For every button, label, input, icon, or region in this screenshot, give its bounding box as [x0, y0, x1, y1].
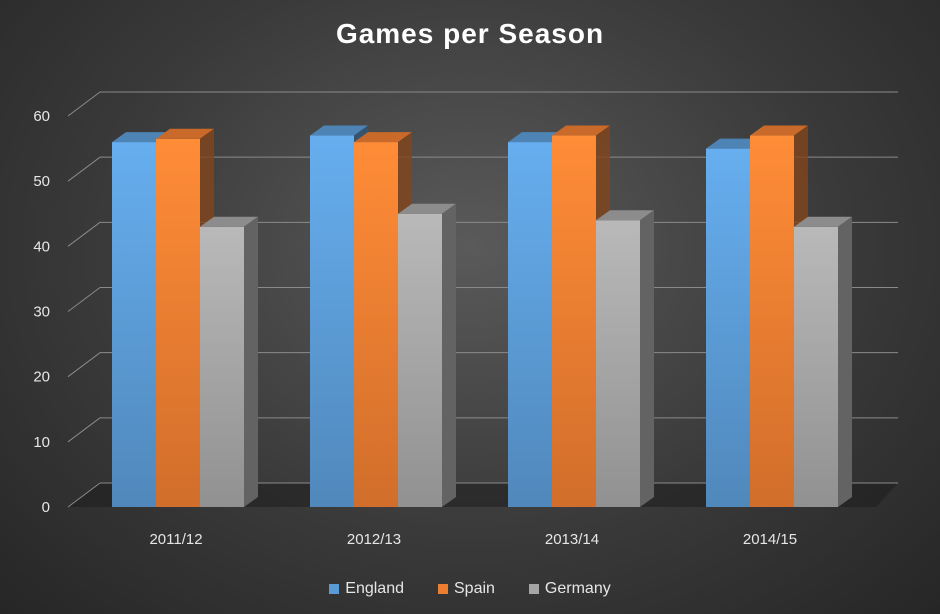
- x-tick-label: 2013/14: [545, 531, 599, 548]
- y-tick-label: 10: [33, 434, 50, 451]
- bar-top: [310, 125, 368, 136]
- bar-side: [640, 210, 654, 507]
- bar-top: [596, 210, 654, 221]
- gridline-side: [67, 91, 101, 117]
- gridline-side: [67, 156, 101, 182]
- legend-item-germany: Germany: [528, 580, 611, 598]
- bar-top: [706, 138, 764, 149]
- bar-top: [112, 132, 170, 143]
- legend-swatch: [438, 584, 448, 594]
- y-tick-label: 60: [33, 108, 50, 125]
- gridline-side: [67, 221, 101, 247]
- bar-top: [156, 128, 214, 139]
- bar-top: [552, 125, 610, 136]
- bar-germany-2012-13: [398, 213, 442, 507]
- y-tick-label: 50: [33, 173, 50, 190]
- bar-side: [244, 216, 258, 508]
- bar-top: [398, 203, 456, 214]
- x-tick-label: 2012/13: [347, 531, 401, 548]
- legend-swatch: [329, 584, 340, 594]
- bar-top: [794, 216, 852, 227]
- bar-germany-2013-14: [596, 220, 640, 507]
- bar-top: [354, 132, 412, 143]
- x-tick-label: 2011/12: [149, 531, 202, 548]
- bar-side: [442, 203, 456, 507]
- bar-top: [750, 125, 808, 136]
- bar-spain-2012-13: [354, 142, 398, 508]
- bar-england-2013-14: [508, 142, 552, 508]
- legend-swatch: [528, 584, 539, 594]
- bar-spain-2013-14: [552, 135, 596, 508]
- y-tick-label: 40: [33, 238, 50, 255]
- bar-germany-2011-12: [200, 226, 244, 508]
- bar-england-2012-13: [310, 135, 354, 508]
- bar-england-2014-15: [706, 148, 750, 508]
- legend-label: Spain: [454, 580, 495, 597]
- y-tick-label: 30: [33, 304, 50, 321]
- bar-germany-2014-15: [794, 226, 838, 508]
- chart-legend: England Spain Germany: [0, 580, 940, 598]
- bar-england-2011-12: [112, 142, 156, 508]
- legend-item-england: England: [329, 580, 404, 598]
- legend-label: Germany: [544, 580, 611, 597]
- y-tick-label: 0: [42, 499, 50, 516]
- y-tick-label: 20: [33, 369, 50, 386]
- bar-spain-2011-12: [156, 138, 200, 507]
- gridline-side: [67, 482, 101, 508]
- bar-top: [200, 216, 258, 227]
- bar-side: [838, 216, 852, 508]
- gridline-side: [67, 287, 101, 312]
- bar-spain-2014-15: [750, 135, 794, 508]
- x-tick-label: 2014/15: [743, 531, 797, 548]
- legend-item-spain: Spain: [438, 580, 495, 598]
- gridline-side: [67, 352, 101, 378]
- chart-title: Games per Season: [335, 18, 605, 49]
- gridline-side: [67, 417, 101, 443]
- chart-floor: [68, 483, 898, 507]
- bar-top: [508, 132, 566, 143]
- legend-label: England: [345, 580, 404, 597]
